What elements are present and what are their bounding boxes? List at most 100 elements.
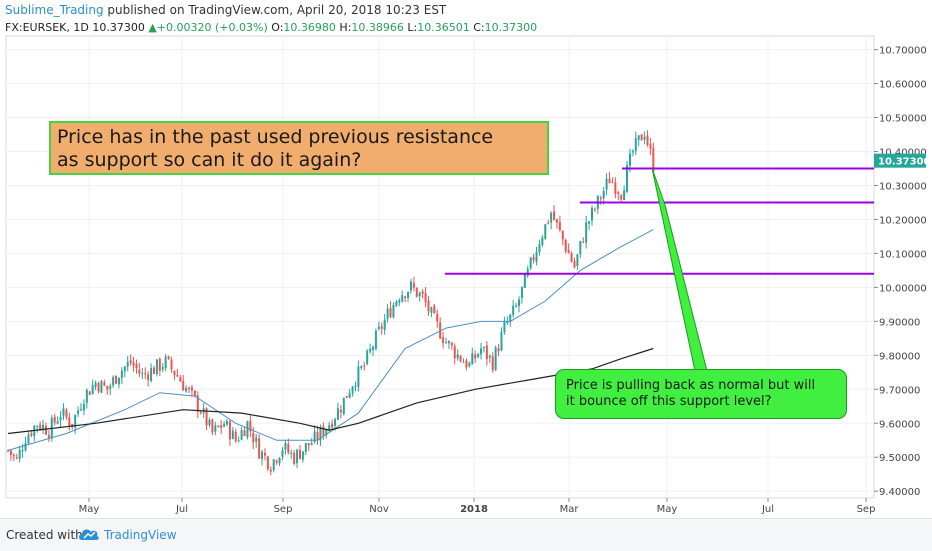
candle-body	[354, 386, 357, 388]
candle-body	[100, 380, 103, 393]
candle-body	[553, 211, 556, 220]
y-tick-label: 10.40000	[879, 148, 927, 159]
resistance-note-line-1: Price has in the past used previous resi…	[57, 126, 494, 148]
candle-body	[415, 287, 418, 297]
candle-body	[582, 241, 585, 243]
candle-body	[188, 387, 191, 389]
pullback-note: Price is pulling back as normal but will…	[555, 369, 847, 419]
candle-body	[170, 359, 173, 370]
candle-body	[123, 366, 126, 372]
candle-body	[211, 419, 214, 433]
candle-body	[605, 178, 608, 190]
candle-body	[24, 443, 27, 451]
candle-body	[591, 208, 593, 221]
tradingview-brand-link[interactable]: TradingView	[104, 528, 177, 542]
pullback-note-line-2: it bounce off this support level?	[566, 394, 772, 409]
support-lines	[445, 167, 874, 275]
candle-body	[611, 181, 614, 183]
candle-body	[331, 423, 334, 428]
symbol-label[interactable]: FX:EURSEK, 1D	[5, 21, 89, 34]
candle-body	[544, 224, 547, 239]
candle-body	[246, 421, 249, 438]
candle-body	[497, 348, 500, 352]
candle-body	[366, 350, 369, 365]
x-tick-label: Jul	[175, 504, 188, 515]
candle-body	[491, 356, 494, 371]
symbol-info-line: FX:EURSEK, 1D 10.37300 ▲+0.00320 (+0.03%…	[5, 21, 537, 34]
author-link[interactable]: Sublime_Trading	[5, 3, 104, 17]
last-price-tag-label: 10.37300	[878, 157, 931, 168]
candle-body	[68, 417, 71, 426]
candle-body	[164, 356, 167, 369]
candle-body	[30, 433, 33, 436]
candle-body	[117, 377, 120, 385]
candle-body	[623, 190, 626, 201]
candle-body	[144, 373, 147, 375]
candle-body	[447, 341, 450, 344]
candle-body	[442, 337, 445, 344]
candle-body	[62, 408, 65, 416]
candle-body	[328, 425, 331, 431]
x-tick-label: Jul	[761, 504, 774, 515]
candle-body	[427, 300, 430, 312]
candle-body	[345, 396, 348, 398]
candle-body	[193, 390, 196, 397]
candle-body	[261, 451, 264, 460]
x-tick-label: Mar	[560, 504, 580, 515]
candle-body	[190, 387, 193, 391]
candle-body	[53, 416, 56, 423]
price-chart[interactable]: May Jul Sep Nov 2018 Mar May Jul Sep 10.70000 10.6…	[0, 0, 932, 518]
published-text: published on TradingView.com, April 20, …	[103, 3, 447, 17]
candle-body	[296, 449, 299, 464]
candle-body	[433, 305, 436, 314]
candle-body	[342, 397, 345, 415]
candle-body	[91, 385, 94, 394]
candle-body	[47, 434, 50, 438]
candle-body	[240, 430, 243, 440]
candle-body	[389, 307, 392, 318]
candle-body	[445, 342, 447, 344]
candle-body	[608, 178, 611, 184]
y-tick-label: 9.70000	[879, 385, 920, 396]
y-tick-label: 10.30000	[879, 181, 927, 192]
candle-body	[541, 237, 544, 246]
candle-body	[21, 450, 24, 452]
candle-body	[628, 153, 631, 166]
candle-body	[132, 362, 135, 366]
candle-body	[374, 330, 377, 349]
candle-body	[471, 353, 474, 365]
candle-body	[509, 314, 512, 322]
candle-body	[360, 366, 363, 369]
candle-body	[322, 426, 325, 436]
candle-body	[652, 147, 655, 173]
moving-average-slow-line	[7, 347, 654, 435]
plot-area-border	[5, 35, 875, 499]
candle-body	[147, 374, 150, 380]
candle-body	[398, 300, 401, 303]
candle-body	[161, 367, 164, 370]
candle-body	[220, 425, 223, 428]
candle-body	[459, 355, 462, 362]
candle-body	[336, 408, 339, 420]
candle-body	[503, 322, 506, 333]
candle-body	[217, 425, 220, 427]
candle-body	[550, 213, 553, 223]
candle-body	[109, 385, 112, 389]
candle-body	[474, 354, 477, 359]
tradingview-cloud-icon[interactable]	[78, 526, 100, 542]
candle-body	[138, 369, 141, 374]
change-value: +0.00320 (+0.03%)	[156, 21, 268, 34]
created-with-label: Created with	[6, 528, 83, 542]
candle-body	[272, 459, 275, 471]
candle-body	[115, 375, 118, 384]
candle-body	[59, 416, 62, 421]
candle-body	[631, 150, 634, 153]
candle-body	[252, 432, 255, 443]
candle-body	[456, 354, 459, 359]
candle-body	[301, 451, 304, 460]
axes: May Jul Sep Nov 2018 Mar May Jul Sep 10.70000 10.6…	[79, 46, 927, 515]
candle-body	[424, 293, 427, 303]
y-tick-label: 10.10000	[879, 249, 927, 260]
y-tick-label: 10.70000	[879, 46, 927, 57]
low-value: 10.36501	[417, 21, 470, 34]
